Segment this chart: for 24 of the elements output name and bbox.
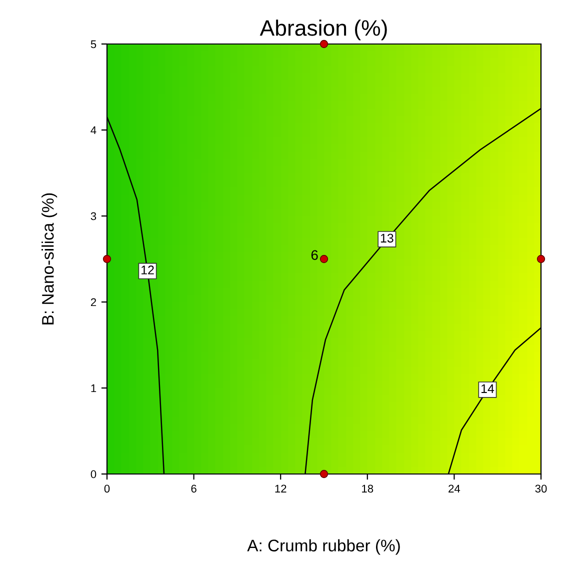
x-tick-label: 6 xyxy=(191,484,196,493)
y-tick-label: 1 xyxy=(91,384,96,392)
point xyxy=(320,254,328,264)
series-label: 13 xyxy=(380,234,394,243)
x-tick-label: 24 xyxy=(448,484,460,492)
point xyxy=(102,254,112,264)
y-axis-title: B: Nano-silica (%) xyxy=(42,193,58,324)
annotation: 6 xyxy=(311,250,318,260)
y-tick-label: 3 xyxy=(90,212,96,220)
x-tick-label: 0 xyxy=(104,484,110,493)
x-tick-label: 12 xyxy=(275,484,286,492)
y-tick-label: 5 xyxy=(90,40,96,48)
y-tick-label: 2 xyxy=(90,298,96,306)
chart-title: Abrasion (%) xyxy=(260,20,387,40)
point xyxy=(320,470,328,478)
series-label: 12 xyxy=(142,266,154,274)
point xyxy=(320,40,328,48)
x-tick-label: 18 xyxy=(362,484,374,493)
series-label: 14 xyxy=(481,384,494,393)
y-tick-label: 4 xyxy=(90,126,96,134)
point xyxy=(536,254,546,264)
y-tick-label: 0 xyxy=(90,470,96,478)
x-tick-label: 30 xyxy=(535,484,547,493)
x-axis-title: A: Crumb rubber (%) xyxy=(247,539,400,555)
